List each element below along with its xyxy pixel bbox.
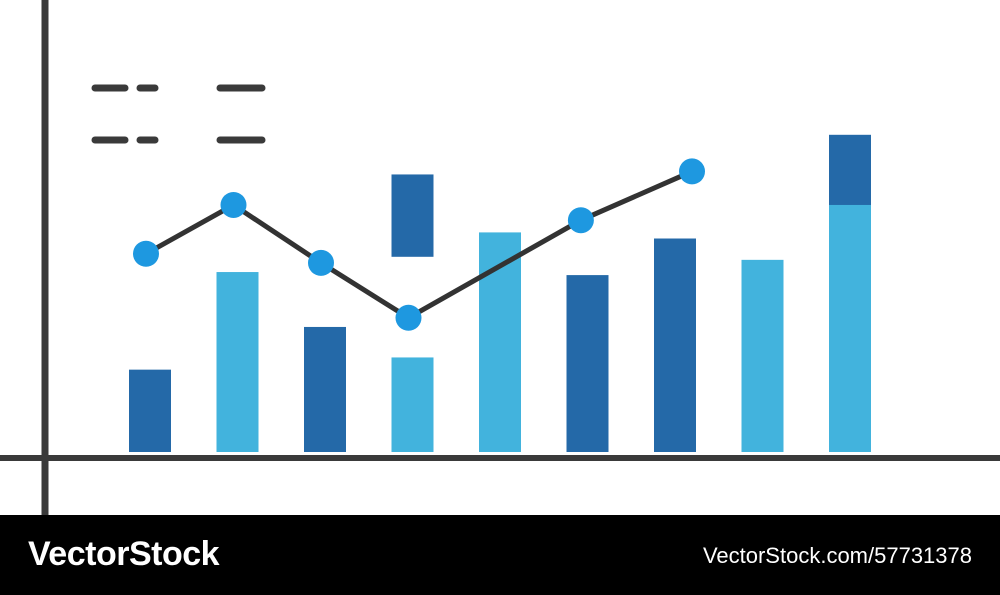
line-point-5 [567,207,594,234]
watermark-url: VectorStock.com/57731378 [702,543,972,568]
bar-6 [566,275,609,452]
bar-2 [216,272,259,452]
watermark-brand: VectorStock [28,535,220,573]
bar-8 [741,259,784,452]
bar-1 [129,369,171,452]
watermark-band: VectorStock VectorStock.com/57731378 [0,515,1000,595]
bar-7 [654,238,696,452]
floating-bar-1 [391,174,434,257]
line-point-1 [133,240,159,267]
bar-4 [391,357,434,452]
line-series [143,168,695,321]
bar-3 [304,326,346,452]
bar-9 [829,177,871,452]
line-point-2 [220,191,247,218]
bar-line-chart [0,0,1000,515]
line-point-3 [308,249,334,276]
line-point-4 [395,304,422,331]
chart-area [0,0,1000,515]
bar-5 [479,232,521,452]
line-point-6 [679,158,705,185]
floating-bar-2 [829,134,871,205]
